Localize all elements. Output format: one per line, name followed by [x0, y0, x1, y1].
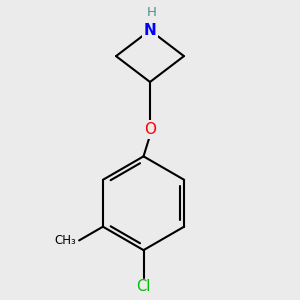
Text: Cl: Cl — [136, 279, 151, 294]
Text: H: H — [147, 6, 157, 19]
Text: N: N — [144, 23, 156, 38]
Text: O: O — [144, 122, 156, 137]
Text: CH₃: CH₃ — [54, 234, 76, 247]
